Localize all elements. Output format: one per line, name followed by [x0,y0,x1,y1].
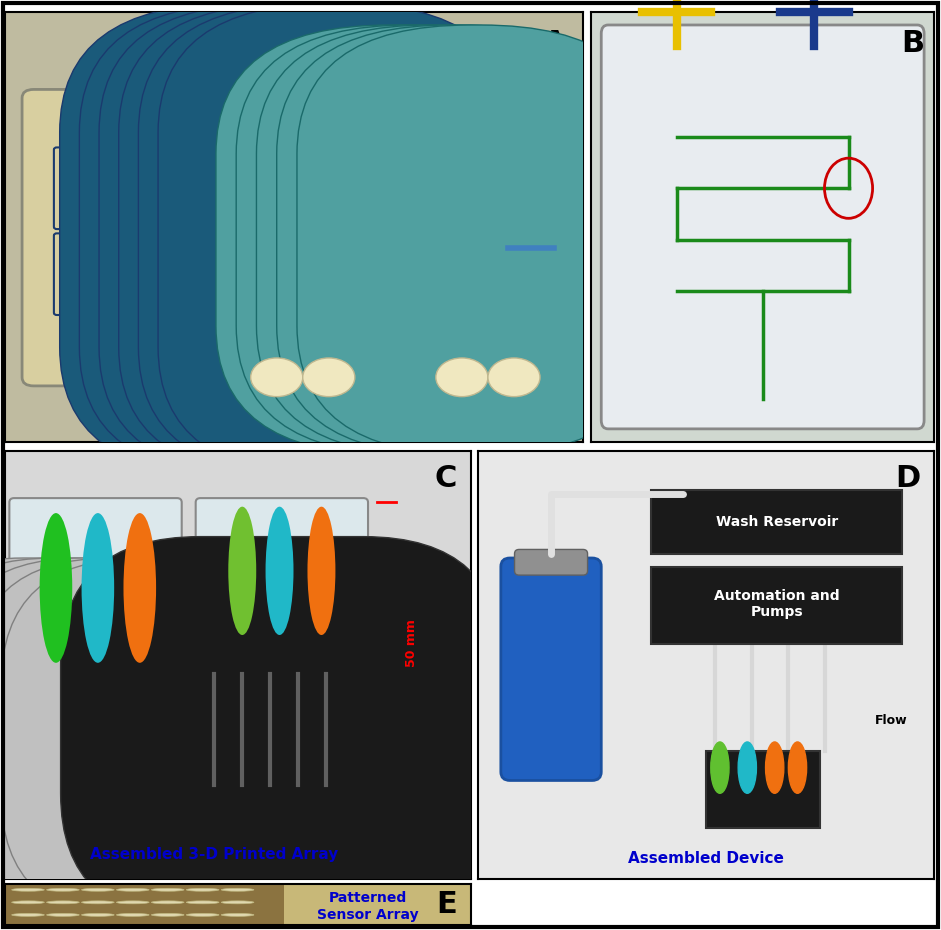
Circle shape [117,901,149,904]
FancyBboxPatch shape [0,558,243,922]
FancyBboxPatch shape [515,550,587,575]
Text: Detection
Channel: Detection Channel [0,929,1,930]
FancyBboxPatch shape [225,120,369,356]
Circle shape [186,901,219,904]
Text: Air gaps: Air gaps [0,929,1,930]
FancyBboxPatch shape [196,498,368,798]
Circle shape [82,888,114,891]
FancyBboxPatch shape [138,4,496,476]
Circle shape [82,901,114,904]
Circle shape [117,888,149,891]
Ellipse shape [82,513,114,663]
FancyBboxPatch shape [501,558,601,780]
Text: C: C [434,464,456,493]
FancyBboxPatch shape [706,751,821,828]
Text: Reservoir 1: Reservoir 1 [0,929,1,930]
FancyBboxPatch shape [1,558,301,922]
FancyBboxPatch shape [119,4,476,476]
Circle shape [11,901,44,904]
Circle shape [303,358,355,396]
Circle shape [250,358,303,396]
Ellipse shape [710,742,729,793]
Circle shape [221,901,254,904]
Text: E: E [436,890,456,919]
Text: 3rd turn: 3rd turn [0,929,1,930]
Circle shape [82,913,114,916]
Circle shape [221,913,254,916]
FancyBboxPatch shape [9,498,182,798]
FancyBboxPatch shape [236,25,594,455]
Ellipse shape [123,513,156,663]
Text: Counter &
Reference
Electrode: Counter & Reference Electrode [0,929,1,930]
Circle shape [436,358,488,396]
Text: Wash Reservoir: Wash Reservoir [716,514,838,528]
Text: Reservoir 2: Reservoir 2 [0,929,1,930]
Ellipse shape [789,742,806,793]
FancyBboxPatch shape [0,558,272,922]
Circle shape [117,913,149,916]
Circle shape [221,888,254,891]
Text: Automation and
Pumps: Automation and Pumps [714,589,839,618]
FancyBboxPatch shape [297,25,655,455]
FancyBboxPatch shape [381,141,508,335]
Text: A: A [542,29,566,59]
Text: Reservoir 3: Reservoir 3 [0,929,1,930]
Text: Flow: Flow [875,714,908,727]
Circle shape [186,888,219,891]
Text: B: B [901,29,924,59]
FancyBboxPatch shape [99,4,456,476]
Ellipse shape [738,742,757,793]
Text: 3-D Printed Array: 3-D Printed Array [0,929,1,930]
Text: 50 mm: 50 mm [406,619,419,668]
Text: 3D mixer: 3D mixer [0,929,1,930]
Ellipse shape [265,507,294,635]
FancyBboxPatch shape [0,558,214,922]
Ellipse shape [766,742,784,793]
Circle shape [186,913,219,916]
FancyBboxPatch shape [79,4,437,476]
FancyBboxPatch shape [277,25,634,455]
Text: Patterned
Sensor Array: Patterned Sensor Array [317,892,419,922]
Circle shape [47,913,79,916]
Circle shape [152,888,184,891]
FancyBboxPatch shape [158,4,516,476]
Text: Assembled Device: Assembled Device [629,851,784,866]
FancyBboxPatch shape [651,566,902,644]
FancyBboxPatch shape [601,25,924,429]
Circle shape [152,901,184,904]
FancyBboxPatch shape [22,89,554,386]
Text: Assembled 3-D Printed Array: Assembled 3-D Printed Array [90,846,339,862]
FancyBboxPatch shape [0,558,184,922]
Circle shape [488,358,540,396]
Circle shape [47,901,79,904]
FancyBboxPatch shape [651,489,902,553]
Circle shape [47,888,79,891]
Circle shape [152,913,184,916]
FancyBboxPatch shape [5,884,284,925]
Ellipse shape [308,507,335,635]
Text: D: D [896,464,920,493]
FancyBboxPatch shape [215,25,574,455]
FancyBboxPatch shape [60,537,503,922]
FancyBboxPatch shape [59,4,417,476]
Text: Sample
Chamber: Sample Chamber [0,929,1,930]
Text: Detection chamber with
CL viewing window: Detection chamber with CL viewing window [0,929,1,930]
Ellipse shape [229,507,256,635]
Circle shape [11,888,44,891]
FancyBboxPatch shape [257,25,614,455]
Ellipse shape [40,513,72,663]
Circle shape [11,913,44,916]
